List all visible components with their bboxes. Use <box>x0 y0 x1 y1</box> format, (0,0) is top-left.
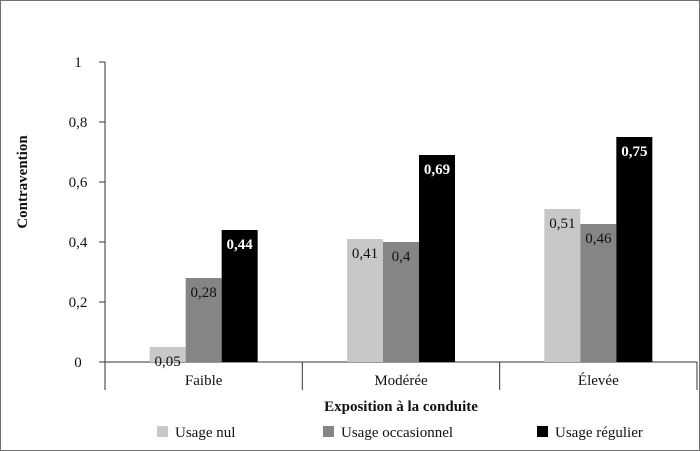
y-tick-label: 0,4 <box>69 235 88 251</box>
x-axis-title: Exposition à la conduite <box>324 399 478 415</box>
bar <box>221 230 258 362</box>
data-label: 0,51 <box>549 216 575 232</box>
data-label: 0,4 <box>392 249 411 265</box>
bar <box>149 347 186 362</box>
legend: Usage nul Usage occasionnel Usage régulier <box>157 425 643 441</box>
data-label: 0,75 <box>621 144 647 160</box>
bar <box>419 155 455 362</box>
y-tick-label: 0 <box>74 355 82 371</box>
legend-label: Usage occasionnel <box>341 425 453 441</box>
bar <box>347 239 383 362</box>
y-tick-label: 0,2 <box>69 295 88 311</box>
x-tick-label: Modérée <box>374 373 428 389</box>
y-tick-label: 0,6 <box>69 175 88 191</box>
legend-label: Usage régulier <box>555 425 643 441</box>
y-tick-label: 1 <box>74 55 82 71</box>
bar <box>616 137 653 362</box>
x-tick-label: Élevée <box>578 372 619 389</box>
bar <box>383 242 419 362</box>
legend-swatch <box>157 426 168 437</box>
data-label: 0,28 <box>191 285 217 301</box>
data-label: 0,41 <box>352 246 378 262</box>
bars <box>149 137 653 362</box>
bar <box>185 278 222 362</box>
data-label: 0,46 <box>585 231 612 247</box>
legend-label: Usage nul <box>175 425 235 441</box>
data-label: 0,05 <box>155 354 181 370</box>
data-label: 0,44 <box>227 237 254 253</box>
data-label: 0,69 <box>424 162 450 178</box>
bar <box>580 224 617 362</box>
x-axis: Faible Modérée Élevée <box>104 361 698 390</box>
legend-swatch <box>537 426 548 437</box>
bar <box>544 209 581 362</box>
y-tick-label: 0,8 <box>69 115 88 131</box>
legend-swatch <box>323 426 334 437</box>
y-axis-title: Contravention <box>15 135 31 229</box>
y-axis: 0 0,2 0,4 0,6 0,8 1 <box>69 55 106 371</box>
data-labels: 0,05 0,41 0,51 0,28 0,4 0,46 0,44 0,69 0,75 <box>155 144 648 370</box>
x-tick-label: Faible <box>185 373 223 389</box>
